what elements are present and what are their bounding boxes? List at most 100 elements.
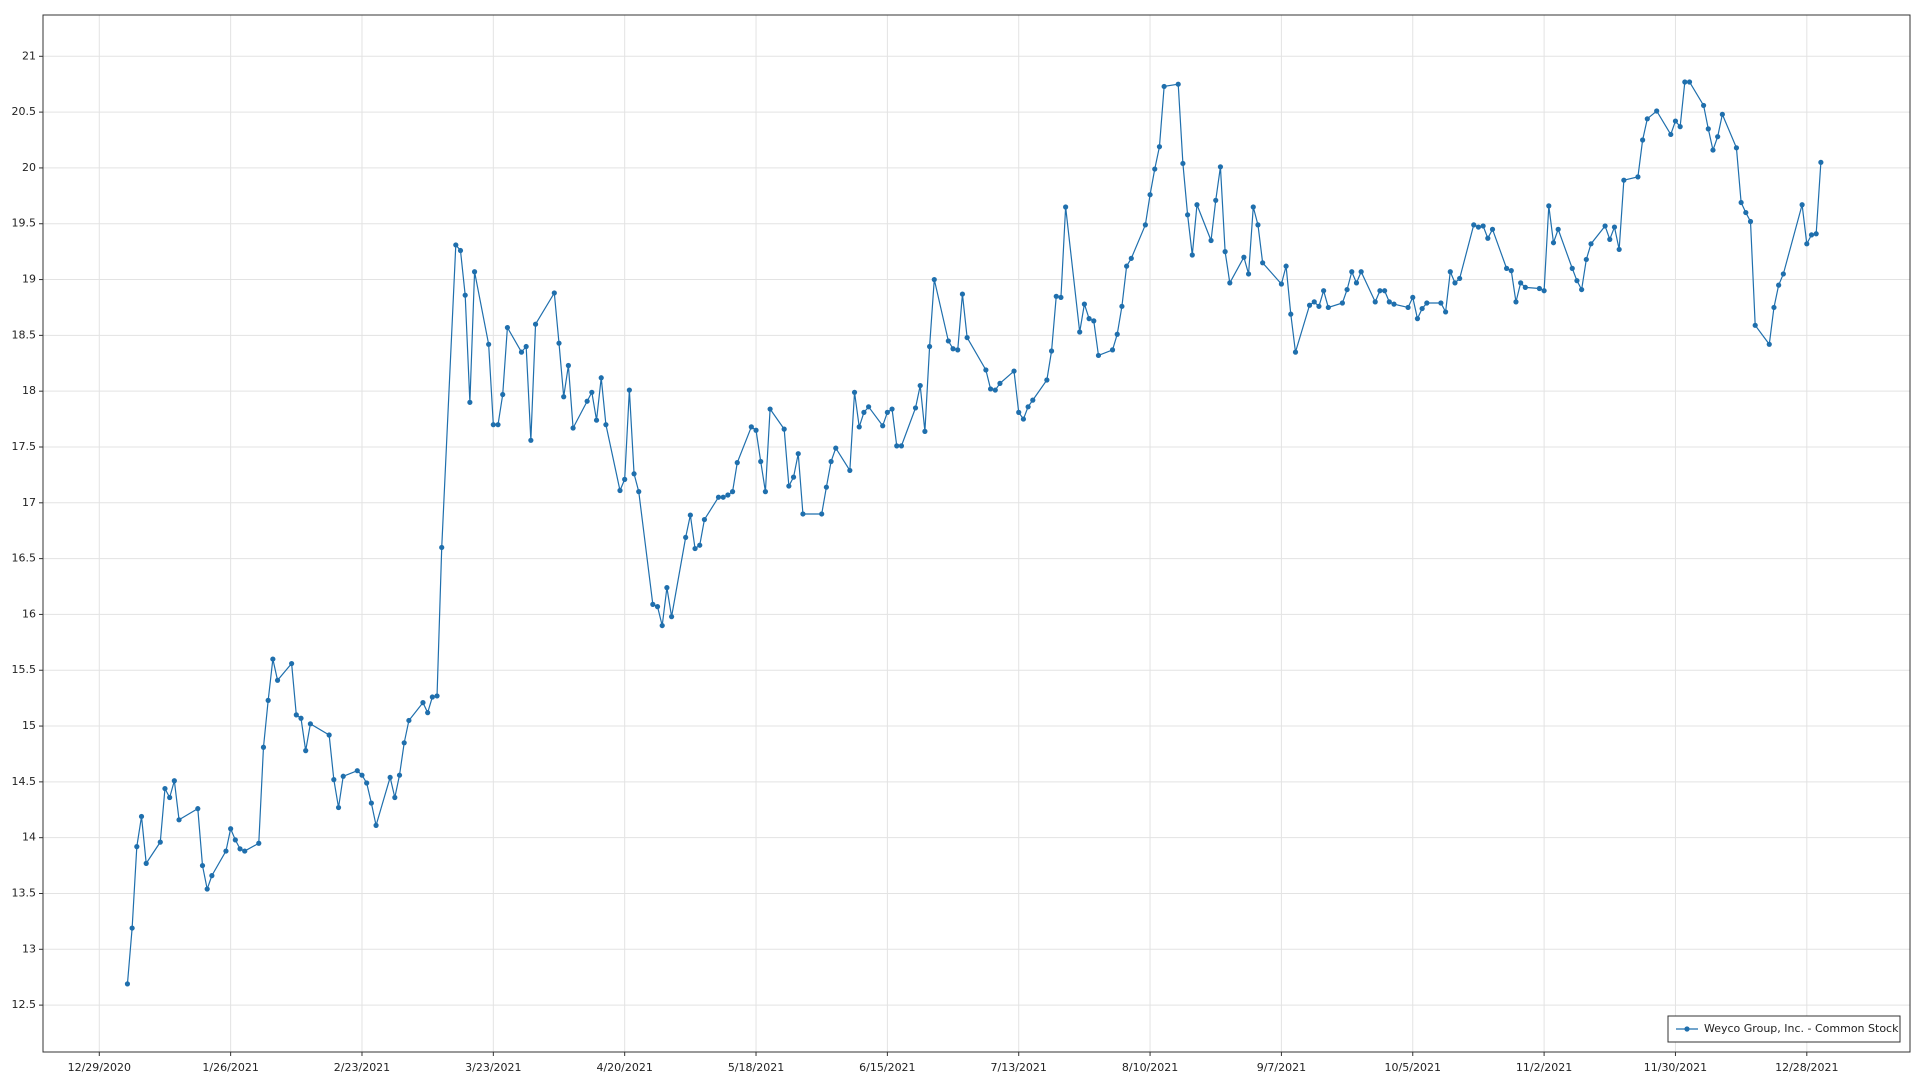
data-point [1677,124,1683,130]
data-point [931,276,937,283]
data-point [664,585,670,591]
data-point [1081,301,1087,307]
data-point [1808,232,1815,238]
data-point [1255,222,1261,228]
data-point [1311,299,1317,305]
data-point [1306,302,1313,308]
data-point [1016,409,1022,415]
data-point [364,780,370,786]
data-point [354,768,360,774]
data-point [1321,288,1327,294]
data-point [1489,226,1496,232]
data-point [420,700,426,706]
data-point [800,511,806,517]
data-point [1222,249,1228,255]
data-point [1292,349,1299,355]
data-point [1119,303,1125,309]
data-point [1635,174,1641,180]
data-point [162,785,168,792]
data-point [1250,204,1256,210]
data-point [1184,212,1191,218]
data-point [204,886,210,892]
data-point [195,806,201,812]
data-point [242,848,248,854]
y-tick-label: 17 [22,496,36,509]
data-point [1733,145,1740,151]
data-point [1372,299,1378,305]
data-point [1550,240,1557,246]
data-point [1602,223,1608,229]
y-tick-label: 14 [22,831,36,844]
data-point [1058,294,1064,301]
data-point [1419,305,1425,312]
data-point [1020,416,1027,422]
data-point [490,422,496,428]
data-point [1804,241,1810,247]
data-point [359,772,365,778]
data-point [1457,275,1463,282]
y-tick-label: 19.5 [12,217,37,230]
data-point [1503,265,1510,271]
data-point [992,387,998,393]
data-point [228,826,234,832]
x-tick-label: 9/7/2021 [1257,1061,1306,1074]
data-point [866,404,872,410]
data-point [561,394,567,400]
data-point [659,622,665,629]
data-point [1175,81,1181,87]
legend: Weyco Group, Inc. - Common Stock [1667,1015,1901,1043]
data-point [274,677,281,683]
data-point [265,697,271,703]
data-point [1555,226,1561,232]
data-point [331,777,337,783]
y-tick-label: 12.5 [12,998,37,1011]
data-point [1569,265,1575,271]
data-point [504,324,511,331]
x-tick-label: 5/18/2021 [728,1061,784,1074]
data-point [1747,218,1754,225]
data-point [1208,237,1214,244]
plot-frame [42,14,1911,1053]
data-point [256,840,262,846]
data-point [570,425,576,431]
data-point [748,424,754,430]
x-tick-label: 2/23/2021 [334,1061,390,1074]
data-point [1339,300,1345,306]
data-point [1686,79,1693,85]
y-tick-label: 13 [22,942,36,955]
data-point [392,794,398,801]
data-point [701,516,708,523]
data-point [401,740,407,746]
data-point [1766,341,1772,347]
x-tick-label: 1/26/2021 [202,1061,258,1074]
data-point [1752,322,1758,328]
data-point [462,292,468,298]
data-point [997,380,1003,386]
data-point [1640,137,1646,143]
data-point [1283,263,1289,269]
data-point [199,862,206,869]
data-point [387,774,393,781]
data-point [551,290,557,296]
data-point [453,242,459,248]
data-point [847,467,853,474]
data-point [1344,286,1350,293]
data-point [1700,102,1707,109]
data-point [1025,404,1031,410]
data-point [1030,397,1036,403]
data-point [720,494,726,500]
data-point [697,542,703,548]
data-point [396,772,403,778]
data-point [528,437,534,443]
data-point [486,341,492,347]
data-point [1522,284,1528,290]
data-point [1588,241,1594,247]
data-point [894,443,900,449]
data-point [1485,235,1491,241]
data-point [1513,299,1519,305]
data-point [790,474,797,480]
data-point [898,443,905,449]
data-point [368,800,374,806]
data-point [1518,280,1524,286]
data-point [303,748,309,754]
